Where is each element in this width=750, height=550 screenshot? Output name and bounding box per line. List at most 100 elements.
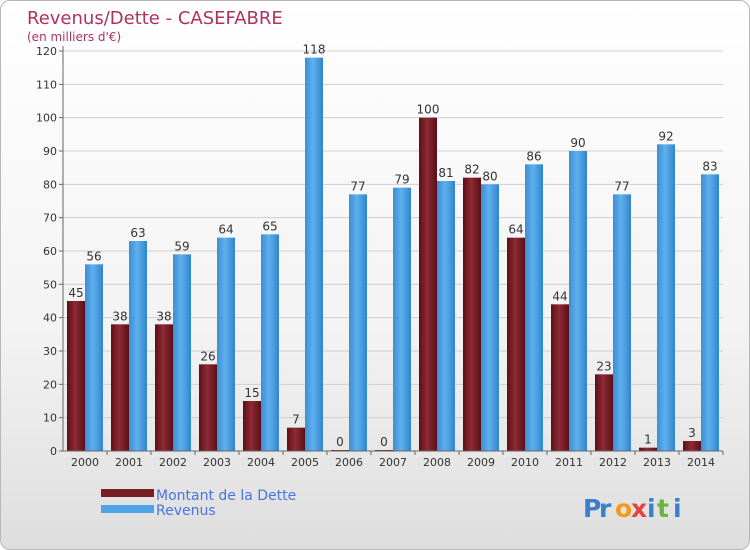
data-label: 77 (614, 179, 629, 193)
x-tick-label: 2005 (291, 456, 319, 469)
data-label: 86 (526, 149, 541, 163)
x-tick-label: 2001 (115, 456, 143, 469)
data-label: 0 (336, 435, 344, 449)
data-label: 90 (570, 136, 585, 150)
brand-letter: x (631, 494, 647, 523)
data-label: 92 (658, 129, 673, 143)
data-label: 38 (156, 309, 171, 323)
bar-dette (287, 427, 305, 451)
x-tick-label: 2012 (599, 456, 627, 469)
bar-revenus (657, 144, 675, 452)
y-tick-label: 0 (50, 445, 57, 458)
data-label: 26 (200, 349, 215, 363)
bar-revenus (217, 237, 235, 451)
x-tick-label: 2000 (71, 456, 99, 469)
x-tick-label: 2003 (203, 456, 231, 469)
bar-revenus (261, 234, 279, 451)
x-tick-label: 2007 (379, 456, 407, 469)
x-tick-label: 2011 (555, 456, 583, 469)
bar-revenus (437, 181, 455, 451)
legend-label-revenus: Revenus (156, 503, 216, 519)
x-tick-label: 2002 (159, 456, 187, 469)
x-tick-label: 2014 (687, 456, 715, 469)
data-label: 15 (244, 386, 259, 400)
bar-dette (507, 237, 525, 451)
bar-dette (683, 441, 701, 451)
y-tick-label: 80 (43, 178, 57, 191)
brand-letter: P (583, 494, 601, 523)
bar-revenus (481, 184, 499, 452)
brand-letter: o (615, 494, 632, 523)
y-tick-label: 40 (43, 312, 57, 325)
y-tick-label: 60 (43, 245, 57, 258)
bar-dette (551, 304, 569, 451)
data-label: 64 (508, 223, 523, 237)
y-tick-label: 120 (36, 45, 57, 58)
bar-revenus (349, 194, 367, 452)
data-label: 65 (262, 219, 277, 233)
bar-revenus (525, 164, 543, 452)
x-tick-label: 2013 (643, 456, 671, 469)
data-label: 1 (644, 433, 652, 447)
chart-title: Revenus/Dette - CASEFABRE (27, 8, 283, 29)
legend: Montant de la Dette Revenus (101, 488, 296, 519)
bar-revenus (85, 264, 103, 451)
y-tick-label: 100 (36, 112, 57, 125)
bar-dette (155, 324, 173, 451)
bar-revenus (701, 174, 719, 452)
bar-dette (243, 401, 261, 451)
data-label: 38 (112, 309, 127, 323)
bar-revenus (173, 254, 191, 451)
bar-dette (639, 447, 657, 451)
x-tick-label: 2010 (511, 456, 539, 469)
data-label: 44 (552, 289, 567, 303)
y-tick-label: 50 (43, 278, 57, 291)
data-label: 81 (438, 166, 453, 180)
data-label: 3 (688, 426, 696, 440)
data-label: 63 (130, 226, 145, 240)
y-tick-label: 20 (43, 378, 57, 391)
x-tick-label: 2009 (467, 456, 495, 469)
bar-revenus (569, 151, 587, 451)
bar-dette (419, 117, 437, 452)
x-tick-label: 2006 (335, 456, 363, 469)
bar-revenus (613, 194, 631, 452)
data-label: 83 (702, 159, 717, 173)
data-label: 79 (394, 173, 409, 187)
x-tick-label: 2004 (247, 456, 275, 469)
brand-letter: t (657, 494, 669, 523)
bar-revenus (305, 57, 323, 452)
bar-dette (463, 177, 481, 451)
data-label: 45 (68, 286, 83, 300)
data-label: 100 (417, 103, 440, 117)
y-tick-label: 70 (43, 212, 57, 225)
data-label: 77 (350, 179, 365, 193)
data-label: 82 (464, 163, 479, 177)
chart-subtitle: (en milliers d'€) (27, 30, 121, 44)
bar-revenus (129, 241, 147, 451)
y-tick-label: 30 (43, 345, 57, 358)
bar-dette (67, 301, 85, 451)
data-label: 80 (482, 169, 497, 183)
y-tick-label: 10 (43, 412, 57, 425)
y-tick-label: 110 (36, 78, 57, 91)
legend-label-debt: Montant de la Dette (156, 488, 296, 504)
bar-revenus (393, 187, 411, 451)
bar-dette (111, 324, 129, 451)
bar-dette (595, 374, 613, 451)
brand-letter: r (599, 494, 612, 523)
brand-letter: i (647, 494, 656, 523)
x-tick-label: 2008 (423, 456, 451, 469)
brand-letter: i (673, 494, 682, 523)
data-label: 56 (86, 249, 101, 263)
bar-dette (199, 364, 217, 451)
proxiti-logo: Pr ox i t i (583, 494, 682, 523)
y-tick-label: 90 (43, 145, 57, 158)
data-label: 59 (174, 239, 189, 253)
data-label: 118 (303, 43, 326, 57)
legend-swatch-debt (101, 489, 154, 497)
data-label: 0 (380, 435, 388, 449)
data-label: 7 (292, 413, 300, 427)
